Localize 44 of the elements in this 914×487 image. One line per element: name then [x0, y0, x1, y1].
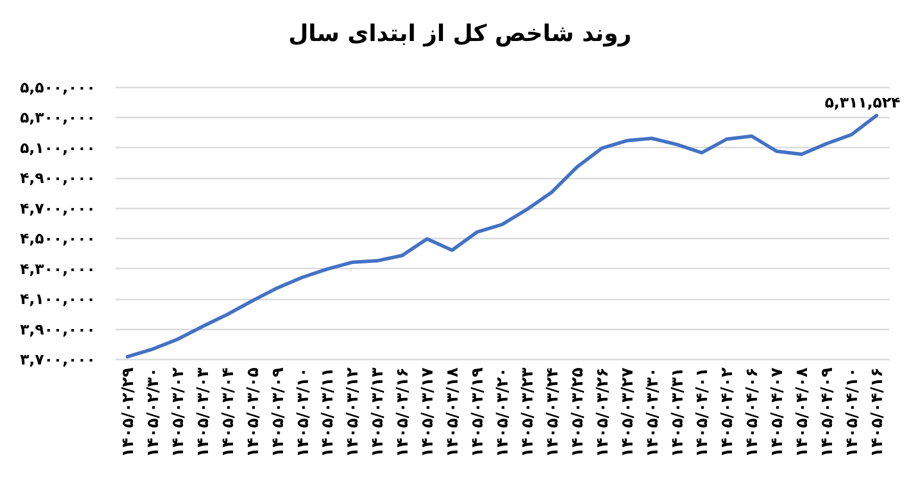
x-tick-label: ۱۴۰۵/۰۲/۳۰ [142, 368, 162, 458]
x-tick-label: ۱۴۰۵/۰۴/۱۶ [867, 368, 886, 458]
x-tick-label: ۱۴۰۵/۰۳/۲۳ [517, 367, 536, 458]
x-tick-label: ۱۴۰۵/۰۴/۱۰ [842, 368, 862, 458]
y-tick-label: ۴,۱۰۰,۰۰۰ [20, 290, 96, 308]
x-tick-label: ۱۴۰۵/۰۳/۲۰ [492, 368, 512, 458]
x-tick-label: ۱۴۰۵/۰۳/۰۴ [218, 367, 237, 458]
x-tick-label: ۱۴۰۵/۰۳/۲۶ [592, 368, 612, 458]
y-tick-label: ۵,۵۰۰,۰۰۰ [20, 78, 96, 96]
x-tick-label: ۱۴۰۵/۰۳/۱۶ [392, 368, 412, 458]
x-tick-label: ۱۴۰۵/۰۳/۲۴ [542, 367, 562, 458]
x-tick-label: ۱۴۰۵/۰۳/۱۱ [318, 368, 337, 458]
x-tick-label: ۱۴۰۵/۰۲/۲۹ [118, 367, 137, 458]
x-tick-label: ۱۴۰۵/۰۳/۰۳ [192, 367, 212, 458]
line-series [126, 114, 878, 358]
x-tick-label: ۱۴۰۵/۰۴/۰۸ [792, 367, 812, 458]
y-tick-label: ۴,۷۰۰,۰۰۰ [20, 199, 96, 218]
y-tick-label: ۴,۳۰۰,۰۰۰ [20, 260, 96, 278]
x-tick-label: ۱۴۰۵/۰۳/۳۱ [667, 368, 686, 458]
y-tick-label: ۵,۳۰۰,۰۰۰ [20, 108, 96, 127]
y-tick-label: ۴,۹۰۰,۰۰۰ [20, 169, 96, 188]
x-tick-label: ۱۴۰۵/۰۳/۲۵ [567, 367, 586, 458]
x-tick-label: ۱۴۰۵/۰۳/۰۹ [268, 367, 287, 458]
x-tick-label: ۱۴۰۵/۰۳/۱۳ [368, 367, 387, 458]
x-tick-label: ۱۴۰۵/۰۳/۲۷ [617, 367, 636, 458]
x-tick-label: ۱۴۰۵/۰۴/۰۶ [742, 368, 762, 458]
x-tick-label: ۱۴۰۵/۰۳/۱۷ [418, 367, 437, 458]
chart-title: روند شاخص کل از ابتدای سال [288, 21, 632, 47]
y-tick-label: ۵,۱۰۰,۰۰۰ [20, 138, 96, 157]
x-tick-label: ۱۴۰۵/۰۳/۱۸ [442, 367, 462, 458]
x-tick-label: ۱۴۰۵/۰۴/۰۷ [767, 367, 786, 458]
x-tick-label: ۱۴۰۵/۰۳/۱۰ [292, 368, 312, 458]
x-tick-label: ۱۴۰۵/۰۴/۰۲ [717, 367, 736, 458]
x-tick-label: ۱۴۰۵/۰۳/۳۰ [642, 368, 662, 458]
y-tick-label: ۳,۷۰۰,۰۰۰ [20, 350, 96, 368]
x-tick-label: ۱۴۰۵/۰۳/۰۲ [168, 367, 187, 458]
x-tick-label: ۱۴۰۵/۰۳/۱۹ [468, 367, 487, 458]
x-tick-label: ۱۴۰۵/۰۳/۱۲ [342, 367, 362, 458]
x-tick-label: ۱۴۰۵/۰۳/۰۵ [242, 367, 262, 458]
x-tick-label: ۱۴۰۵/۰۴/۰۹ [817, 367, 836, 458]
y-tick-label: ۳,۹۰۰,۰۰۰ [20, 320, 96, 338]
y-tick-label: ۴,۵۰۰,۰۰۰ [20, 230, 96, 248]
x-tick-label: ۱۴۰۵/۰۴/۰۱ [692, 368, 712, 458]
data-label: ۵,۳۱۱,۵۲۴ [824, 93, 900, 112]
